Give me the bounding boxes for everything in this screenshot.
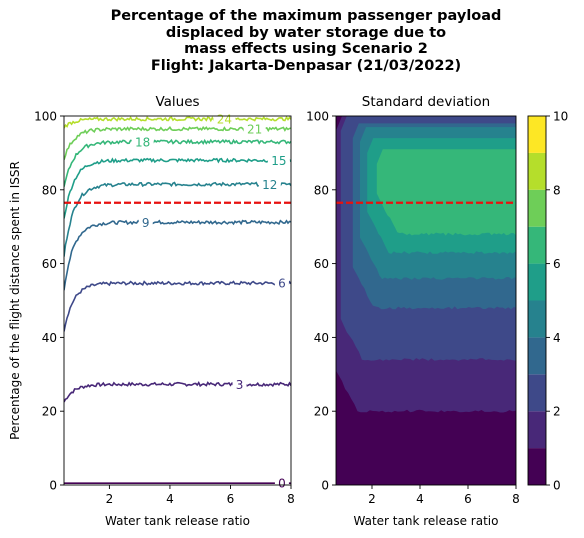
values-x-axis-label: Water tank release ratio: [105, 514, 250, 528]
contour-label-gap-18: [131, 134, 154, 149]
y-tick-label: 80: [314, 183, 329, 197]
contour-label-21: 21: [247, 122, 262, 136]
std-panel: Standard deviation 2 4 6 8 0 20 40 60 80 100 Wat…: [306, 94, 520, 528]
y-tick-label: 100: [34, 110, 57, 124]
values-y-axis: 0 20 40 60 80 100: [34, 110, 64, 493]
contour-line-3: [64, 381, 291, 403]
colorbar-band-6: [528, 226, 546, 264]
contour-label-15: 15: [271, 154, 286, 168]
y-tick-label: 0: [49, 479, 57, 493]
x-tick-label: 2: [368, 492, 376, 506]
values-panel-title: Values: [155, 94, 199, 110]
colorbar-band-1: [528, 411, 546, 449]
contour-label-9: 9: [142, 216, 150, 230]
values-plot-frame: [63, 115, 292, 486]
colorbar-tick-label: 6: [553, 257, 561, 271]
std-y-axis: 0 20 40 60 80 100: [306, 110, 336, 493]
contour-line-15: [64, 157, 291, 219]
colorbar-tick-label: 10: [553, 110, 568, 124]
colorbar-band-4: [528, 300, 546, 338]
y-tick-label: 20: [314, 405, 329, 419]
contour-line-18: [64, 138, 291, 187]
values-y-axis-label: Percentage of the flight distance spent …: [8, 161, 22, 440]
contour-label-24: 24: [217, 112, 232, 126]
std-plot-frame: [335, 115, 517, 486]
x-tick-label: 6: [227, 492, 235, 506]
colorbar-ticks: 0 2 4 6 8 10: [546, 110, 568, 493]
contour-label-gap-12: [258, 177, 281, 192]
colorbar-tick-label: 2: [553, 405, 561, 419]
y-tick-label: 20: [42, 405, 57, 419]
colorbar-tick-label: 4: [553, 331, 561, 345]
x-tick-label: 8: [512, 492, 520, 506]
colorbar-bands: [528, 116, 546, 485]
colorbar-band-9: [528, 116, 546, 153]
colorbar-band-8: [528, 152, 546, 190]
contour-label-gap-21: [243, 121, 266, 136]
colorbar-band-2: [528, 374, 546, 412]
values-contour-lines: [64, 116, 291, 484]
contour-label-gap-6: [274, 276, 289, 291]
figure-title: Percentage of the maximum passenger payl…: [0, 8, 584, 74]
colorbar-tick-label: 0: [553, 479, 561, 493]
colorbar-tick-label: 8: [553, 183, 561, 197]
x-tick-label: 4: [166, 492, 174, 506]
x-tick-label: 6: [464, 492, 472, 506]
figure-title-line-2: displaced by water storage due to: [165, 24, 447, 41]
colorbar-band-5: [528, 263, 546, 301]
std-filled-contours: [336, 116, 516, 485]
y-tick-label: 40: [314, 331, 329, 345]
figure-title-line-4: Flight: Jakarta-Denpasar (21/03/2022): [150, 57, 462, 74]
std-panel-title: Standard deviation: [362, 94, 490, 110]
contour-line-9: [64, 219, 291, 291]
x-tick-label: 8: [287, 492, 295, 506]
figure-title-line-3: mass effects using Scenario 2: [184, 41, 428, 57]
x-tick-label: 2: [106, 492, 114, 506]
contour-line-12: [64, 181, 291, 257]
figure-title-line-1: Percentage of the maximum passenger payl…: [110, 8, 502, 24]
contour-line-24: [64, 116, 291, 129]
contour-label-gap-9: [138, 215, 153, 230]
contour-label-gap-0: [274, 476, 289, 491]
values-x-axis: 2 4 6 8: [106, 485, 295, 506]
x-tick-label: 4: [416, 492, 424, 506]
colorbar: 0 2 4 6 8 10: [527, 110, 568, 493]
colorbar-band-3: [528, 337, 546, 375]
contour-label-gap-15: [267, 153, 290, 168]
y-tick-label: 0: [321, 479, 329, 493]
contour-label-12: 12: [262, 178, 277, 192]
contour-label-gap-24: [213, 111, 236, 126]
colorbar-band-7: [528, 189, 546, 227]
contour-label-18: 18: [135, 135, 150, 149]
y-tick-label: 60: [314, 257, 329, 271]
y-tick-label: 80: [42, 183, 57, 197]
contour-label-3: 3: [236, 378, 244, 392]
contour-line-6: [64, 280, 291, 332]
y-tick-label: 100: [306, 110, 329, 124]
std-x-axis: 2 4 6 8: [368, 485, 520, 506]
contour-label-gap-3: [232, 377, 247, 392]
contour-label-0: 0: [278, 477, 286, 491]
y-tick-label: 60: [42, 257, 57, 271]
std-region-6: [376, 149, 516, 236]
values-contour-labels: 0 3 6 9 12 15 18 21 24: [131, 111, 290, 491]
colorbar-frame: [527, 115, 547, 486]
contour-label-6: 6: [278, 277, 286, 291]
y-tick-label: 40: [42, 331, 57, 345]
std-x-axis-label: Water tank release ratio: [354, 514, 499, 528]
colorbar-band-0: [528, 448, 546, 485]
